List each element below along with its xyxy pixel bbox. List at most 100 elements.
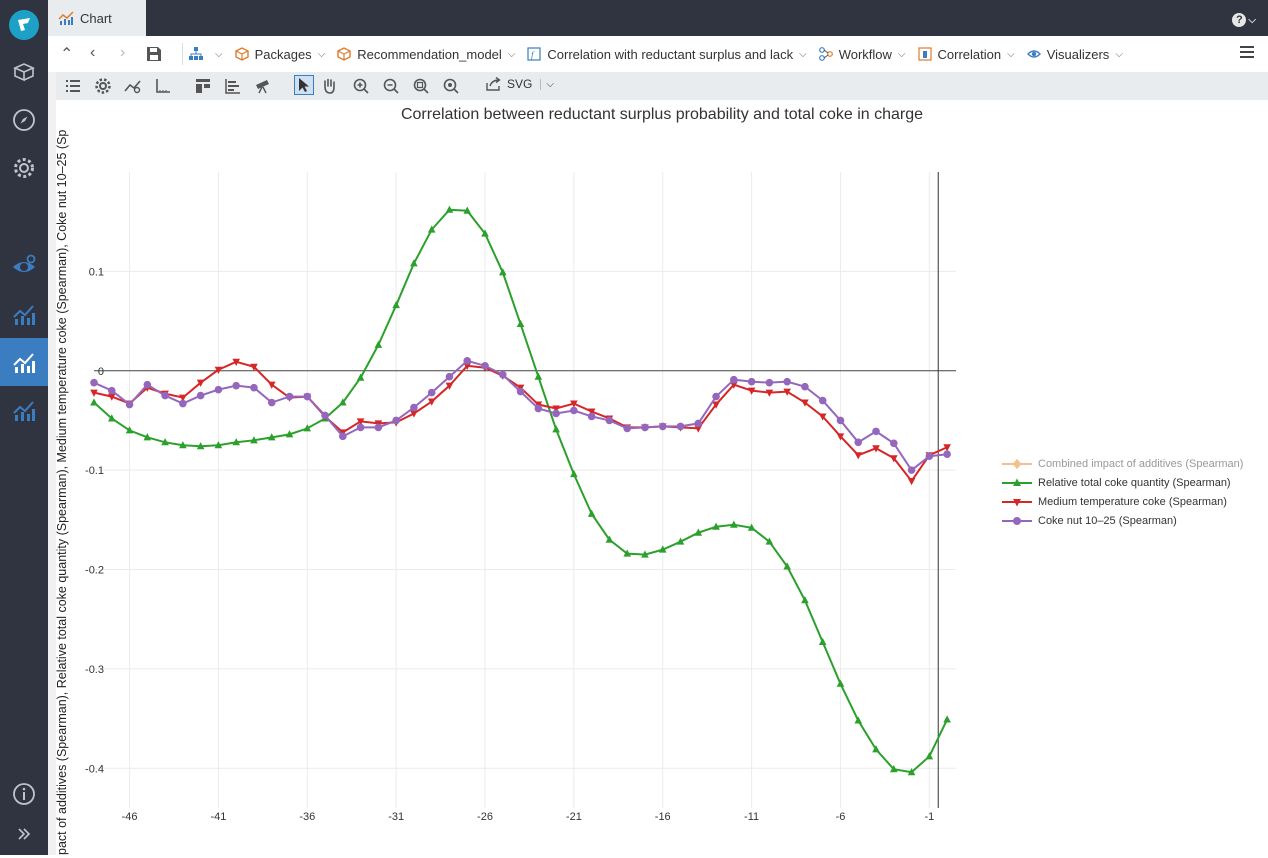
export-svg-button[interactable]: SVG ⌵ (486, 77, 554, 91)
series-line-2 (93, 360, 948, 483)
chevron-down-icon[interactable]: ⌵ (540, 78, 554, 90)
legend-label: Coke nut 10–25 (Spearman) (1038, 514, 1177, 527)
breadcrumb-label: Workflow (838, 46, 892, 62)
data-point-series-1 (250, 436, 258, 444)
breadcrumb-correlation-function[interactable]: f Correlation with reductant surplus and… (527, 47, 807, 62)
data-point-series-3 (179, 399, 187, 408)
data-point-series-1 (587, 509, 596, 517)
data-point-series-1 (232, 438, 240, 446)
data-point-series-1 (570, 469, 578, 478)
data-point-series-2 (410, 410, 418, 418)
data-point-series-3 (925, 452, 934, 461)
legend-item[interactable]: Combined impact of additives (Spearman) (1002, 454, 1243, 473)
data-point-series-2 (196, 379, 205, 387)
axis-settings-icon[interactable] (154, 77, 172, 95)
data-point-series-3 (498, 370, 507, 379)
plot-svg[interactable]: -46 -41 -36 -31 -26 -21 -16 -11 -6 -1 0.1 0 -0.1 -0.2… (56, 100, 1268, 855)
chart-nav-icon-3[interactable] (0, 386, 48, 434)
data-point-series-1 (801, 596, 809, 604)
tab-bar: Chart ? ⌵ (48, 0, 1268, 36)
data-point-series-1 (907, 768, 916, 776)
layout-icon[interactable] (194, 77, 212, 95)
chart-toolbar: SVG ⌵ (56, 72, 1268, 100)
hamburger-menu-icon[interactable] (1240, 45, 1254, 59)
info-icon[interactable] (0, 770, 48, 818)
chevron-down-icon: ⌵ (799, 48, 807, 60)
data-point-series-2 (836, 433, 845, 441)
data-point-series-3 (356, 423, 365, 432)
data-point-series-3 (854, 438, 863, 447)
data-point-series-3 (534, 404, 543, 413)
breadcrumb-label: Correlation (937, 46, 1002, 62)
legend-marker-icon (1002, 498, 1032, 506)
export-svg-label: SVG (507, 77, 533, 91)
back-arrow-icon[interactable]: ‹ (90, 44, 96, 61)
x-tick-label: -26 (477, 811, 493, 823)
data-point-series-1 (889, 765, 898, 773)
legend-item[interactable]: Medium temperature coke (Spearman) (1002, 492, 1243, 511)
data-point-series-1 (676, 537, 685, 545)
panel-resize-handle[interactable] (48, 72, 56, 855)
bar-layout-icon[interactable] (224, 77, 242, 95)
chart-title: Correlation between reductant surplus pr… (400, 106, 924, 123)
data-point-series-1 (658, 545, 667, 553)
list-icon[interactable] (64, 77, 82, 95)
breadcrumb-root[interactable]: ⌵ (189, 47, 223, 61)
breadcrumb-workflow[interactable]: Workflow ⌵ (818, 46, 906, 62)
visualizer-eye-icon[interactable] (0, 242, 48, 290)
help-button[interactable]: ? ⌵ (1232, 10, 1256, 27)
data-point-series-3 (552, 409, 560, 418)
data-point-series-1 (481, 229, 489, 237)
data-point-series-3 (196, 391, 205, 400)
legend-item[interactable]: Coke nut 10–25 (Spearman) (1002, 511, 1243, 530)
y-tick-label: -0.2 (85, 565, 104, 577)
zoom-in-icon[interactable] (352, 77, 370, 95)
tab-chart[interactable]: Chart (48, 0, 146, 36)
data-point-series-3 (161, 391, 169, 400)
data-point-series-3 (445, 372, 454, 381)
data-point-series-3 (392, 416, 400, 425)
legend-label: Relative total coke quantity (Spearman) (1038, 476, 1231, 489)
data-point-series-3 (641, 423, 649, 432)
data-point-series-3 (943, 450, 951, 459)
data-point-series-3 (801, 382, 809, 391)
chart-settings-icon[interactable] (94, 77, 112, 95)
series-settings-icon[interactable] (124, 77, 142, 95)
packages-nav-icon[interactable] (0, 48, 48, 96)
compass-icon[interactable] (0, 96, 48, 144)
data-point-series-2 (765, 389, 774, 397)
zoom-fit-icon[interactable] (412, 77, 430, 95)
collapse-up-icon[interactable]: ⌃ (60, 46, 74, 63)
select-pointer-button[interactable] (294, 75, 314, 95)
save-icon[interactable] (146, 46, 162, 62)
data-point-series-3 (339, 432, 347, 441)
data-point-series-3 (587, 412, 596, 421)
breadcrumb-visualizers[interactable]: Visualizers ⌵ (1026, 47, 1123, 62)
legend-marker-icon (1002, 516, 1032, 525)
data-point-series-1 (392, 300, 400, 309)
breadcrumb-model[interactable]: Recommendation_model ⌵ (337, 47, 515, 62)
app-logo-icon[interactable] (9, 10, 39, 40)
legend-marker-icon (1002, 458, 1032, 469)
settings-gear-icon[interactable] (0, 144, 48, 192)
zoom-out-icon[interactable] (382, 77, 400, 95)
data-point-series-2 (694, 425, 703, 433)
data-point-series-3 (658, 422, 667, 431)
data-point-series-1 (925, 752, 934, 760)
data-point-series-2 (552, 405, 560, 413)
zoom-reset-icon[interactable] (442, 77, 460, 95)
forward-arrow-icon[interactable]: › (120, 44, 126, 61)
telescope-icon[interactable] (254, 77, 272, 95)
data-point-series-1 (214, 441, 223, 449)
chart-nav-icon-1[interactable] (0, 290, 48, 338)
breadcrumb-correlation[interactable]: Correlation ⌵ (917, 46, 1015, 62)
chart-nav-icon-active[interactable] (0, 338, 48, 386)
expand-rail-icon[interactable] (0, 810, 48, 858)
breadcrumb-packages[interactable]: Packages ⌵ (234, 47, 325, 62)
pan-hand-icon[interactable] (320, 77, 338, 95)
chevron-down-icon: ⌵ (215, 48, 223, 60)
legend-item[interactable]: Relative total coke quantity (Spearman) (1002, 473, 1243, 492)
data-point-series-2 (570, 400, 578, 408)
data-point-series-2 (943, 444, 951, 452)
y-tick-label: -0.1 (85, 465, 104, 477)
